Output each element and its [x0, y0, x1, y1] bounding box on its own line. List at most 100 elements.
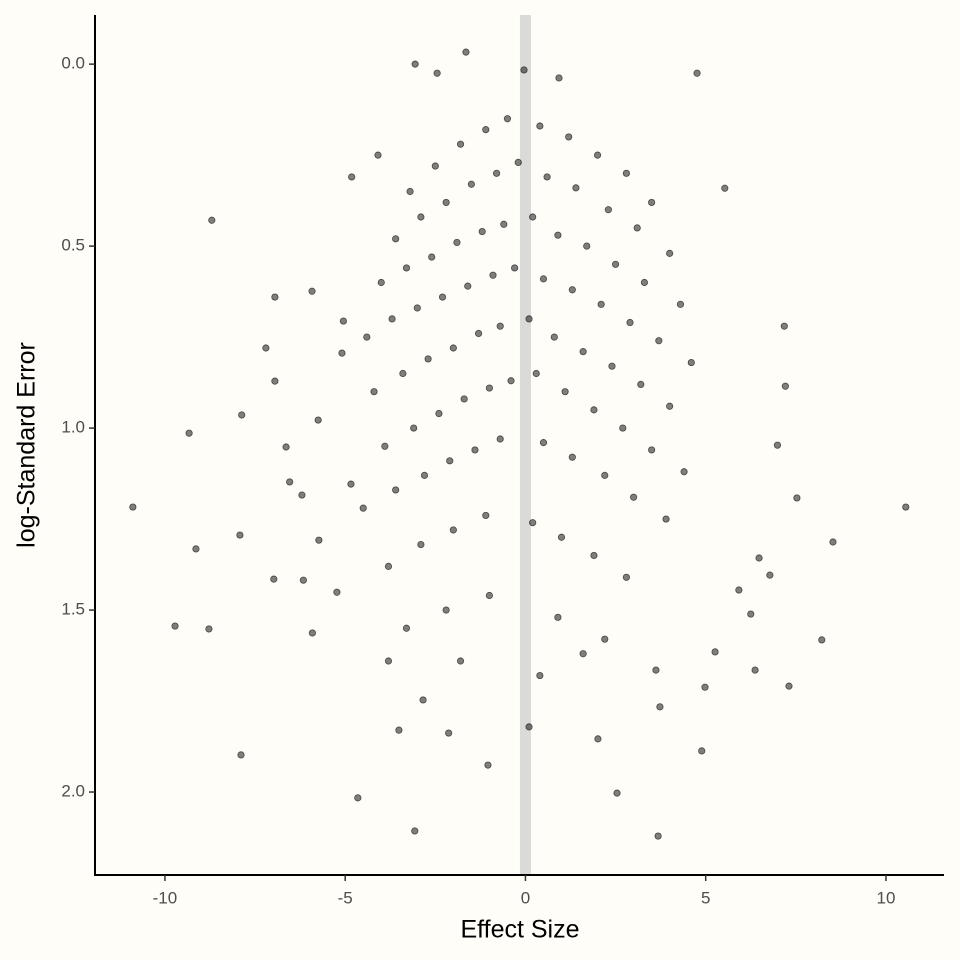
point — [557, 533, 566, 541]
point — [514, 158, 522, 166]
point — [630, 493, 638, 501]
x-tick-label: 5 — [701, 888, 710, 907]
point — [608, 362, 616, 370]
point — [693, 69, 701, 77]
point — [388, 315, 396, 323]
point — [662, 515, 670, 523]
point — [601, 471, 609, 479]
point — [654, 832, 662, 840]
point — [568, 286, 576, 294]
point — [171, 622, 179, 630]
y-tick-label: 1.5 — [61, 600, 85, 619]
point — [315, 536, 323, 544]
point — [238, 411, 246, 419]
point — [652, 666, 660, 674]
point — [601, 635, 609, 643]
point — [520, 66, 528, 74]
point — [496, 435, 504, 443]
point — [594, 735, 602, 743]
point — [539, 275, 548, 283]
point — [485, 384, 493, 392]
point — [532, 369, 540, 378]
point — [363, 333, 371, 341]
point — [462, 48, 470, 56]
point — [666, 402, 674, 410]
x-tick-label: 10 — [876, 888, 895, 907]
point — [314, 416, 322, 424]
point — [780, 322, 788, 330]
point — [565, 133, 573, 141]
point — [561, 388, 569, 396]
point — [583, 242, 591, 250]
point — [493, 169, 501, 177]
point — [129, 503, 137, 511]
point — [482, 126, 490, 134]
point — [735, 586, 743, 594]
point — [456, 140, 465, 148]
point — [333, 588, 341, 596]
point — [347, 480, 355, 488]
point — [507, 377, 515, 385]
point — [555, 74, 563, 82]
point — [406, 187, 414, 196]
point — [698, 747, 706, 755]
point — [413, 304, 421, 312]
point — [648, 198, 656, 207]
y-tick-label: 0.0 — [61, 54, 85, 73]
point — [489, 271, 497, 279]
point — [611, 260, 620, 268]
point — [377, 278, 385, 287]
point — [417, 213, 425, 221]
point — [781, 382, 789, 390]
point — [338, 349, 346, 357]
point — [419, 696, 427, 704]
point — [593, 151, 602, 159]
point — [446, 457, 454, 465]
point — [579, 650, 587, 658]
point — [354, 794, 362, 802]
point — [536, 122, 544, 130]
point — [818, 636, 826, 644]
point — [298, 491, 306, 499]
point — [500, 220, 508, 228]
point — [793, 494, 801, 502]
point — [484, 761, 492, 769]
point — [453, 238, 461, 247]
point — [411, 827, 419, 835]
point — [208, 216, 216, 224]
point — [438, 293, 447, 301]
point — [402, 624, 411, 632]
point — [539, 439, 548, 447]
point — [478, 227, 486, 236]
y-tick-label: 0.5 — [61, 236, 85, 255]
point — [829, 538, 837, 546]
point — [474, 329, 483, 338]
x-axis-title: Effect Size — [460, 916, 579, 944]
point — [456, 657, 465, 665]
point — [503, 115, 512, 123]
point — [666, 249, 674, 257]
point — [785, 682, 793, 690]
point — [568, 453, 576, 461]
point — [384, 562, 393, 570]
point — [399, 369, 407, 378]
point — [529, 519, 537, 527]
point — [286, 478, 294, 486]
point — [687, 358, 695, 367]
point — [464, 282, 472, 290]
point — [381, 442, 389, 450]
point — [525, 315, 533, 323]
point — [721, 184, 729, 192]
point — [747, 610, 755, 618]
point — [529, 213, 537, 221]
point — [604, 206, 612, 214]
point — [755, 554, 763, 562]
point — [433, 69, 441, 77]
point — [411, 60, 419, 68]
point — [637, 380, 645, 389]
point — [308, 629, 316, 637]
point — [485, 591, 493, 600]
point — [410, 424, 418, 432]
